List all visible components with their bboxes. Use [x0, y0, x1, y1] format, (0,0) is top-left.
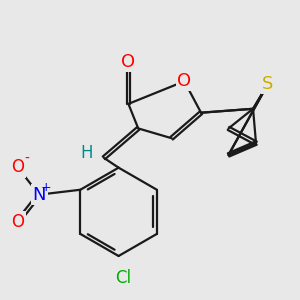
Text: Cl: Cl: [116, 268, 132, 286]
Text: O: O: [11, 213, 24, 231]
Text: O: O: [177, 72, 191, 90]
Text: Cl: Cl: [116, 268, 132, 286]
Text: O: O: [177, 72, 191, 90]
Text: -: -: [24, 152, 29, 166]
Text: H: H: [80, 144, 92, 162]
Text: O: O: [121, 53, 136, 71]
Text: H: H: [80, 144, 92, 162]
Text: O: O: [11, 158, 24, 176]
Text: S: S: [262, 75, 274, 93]
Text: N: N: [32, 186, 46, 204]
Text: O: O: [121, 53, 136, 71]
Text: S: S: [262, 75, 274, 93]
Text: +: +: [41, 181, 51, 194]
